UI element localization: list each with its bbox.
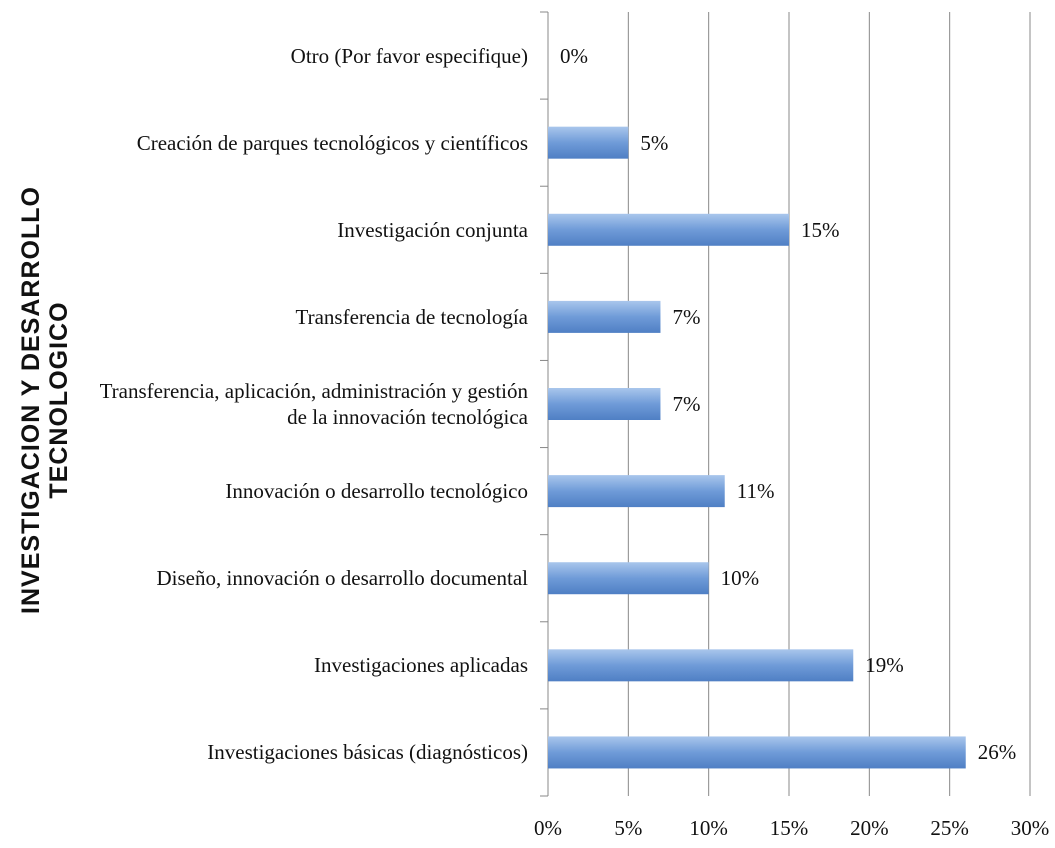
data-label: 5% bbox=[640, 130, 669, 155]
bar bbox=[548, 562, 709, 595]
y-tick-label: Transferencia de tecnología bbox=[295, 304, 528, 329]
bar bbox=[548, 736, 966, 769]
bar bbox=[548, 126, 629, 159]
bar bbox=[548, 649, 854, 682]
x-tick-label: 30% bbox=[1010, 816, 1050, 840]
y-axis-label: INVESTIGACION Y DESARROLLO TECNOLOGICO bbox=[17, 186, 73, 614]
x-tick-label: 0% bbox=[534, 816, 562, 840]
x-tick-label: 25% bbox=[930, 816, 969, 840]
data-label: 0% bbox=[560, 43, 588, 68]
y-tick-label: Diseño, innovación o desarrollo document… bbox=[156, 566, 529, 591]
data-label: 26% bbox=[977, 740, 1017, 765]
data-label: 7% bbox=[672, 392, 701, 416]
y-tick-label: Innovación o desarrollo tecnológico bbox=[225, 479, 528, 504]
bar bbox=[548, 300, 661, 333]
x-tick-label: 20% bbox=[850, 816, 889, 840]
y-tick-label: Investigación conjunta bbox=[337, 217, 528, 242]
data-label: 7% bbox=[672, 304, 701, 329]
y-tick-label: Otro (Por favor especifique) bbox=[290, 43, 528, 68]
y-tick-label: Transferencia, aplicación, administració… bbox=[99, 379, 528, 429]
bar bbox=[548, 213, 789, 246]
bar bbox=[548, 475, 725, 508]
data-label: 11% bbox=[736, 479, 775, 504]
y-tick-label: Investigaciones aplicadas bbox=[314, 653, 528, 678]
x-tick-label: 10% bbox=[689, 816, 728, 840]
y-tick-label: Creación de parques tecnológicos y cient… bbox=[136, 130, 528, 155]
data-label: 15% bbox=[801, 217, 840, 242]
x-tick-label: 5% bbox=[614, 816, 643, 840]
bar bbox=[548, 388, 661, 420]
data-label: 10% bbox=[720, 566, 760, 591]
x-tick-label: 15% bbox=[769, 816, 809, 840]
y-tick-label: Investigaciones básicas (diagnósticos) bbox=[207, 740, 528, 765]
data-label: 19% bbox=[865, 653, 904, 678]
